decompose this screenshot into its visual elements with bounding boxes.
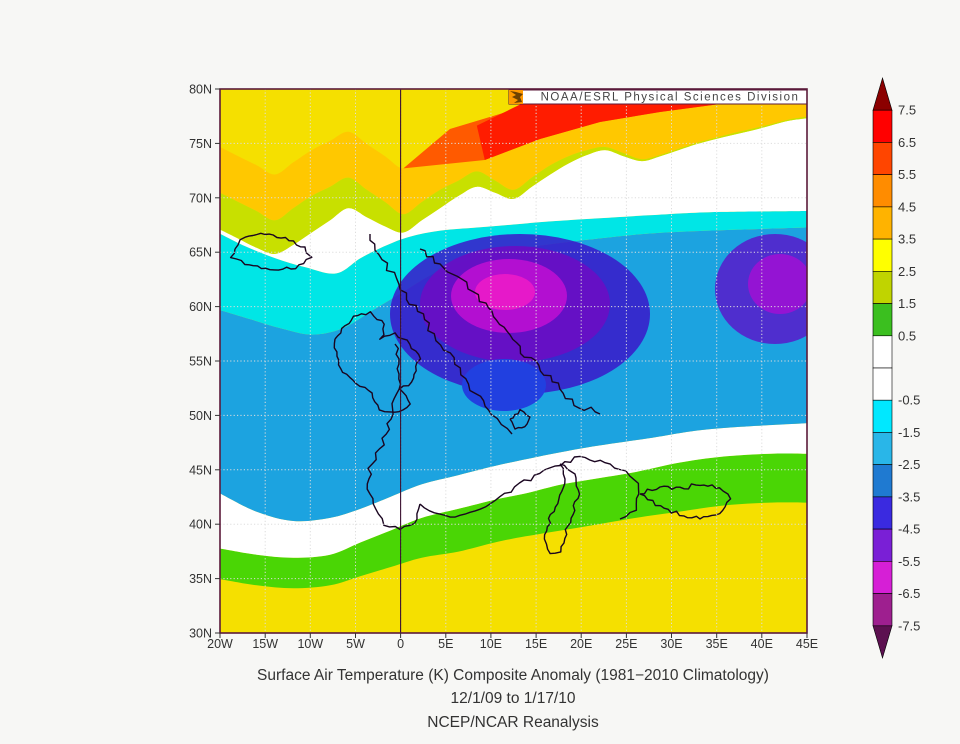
svg-text:12/1/09 to 1/17/10: 12/1/09 to 1/17/10	[451, 690, 576, 707]
svg-text:-0.5: -0.5	[898, 393, 920, 408]
svg-text:65N: 65N	[189, 246, 212, 260]
svg-text:-4.5: -4.5	[898, 522, 920, 537]
svg-text:30N: 30N	[189, 627, 212, 641]
svg-text:35E: 35E	[706, 637, 728, 651]
svg-text:60N: 60N	[189, 300, 212, 314]
svg-text:80N: 80N	[189, 83, 212, 97]
svg-text:Surface Air Temperature (K): Surface Air Temperature (K) Composite An…	[257, 667, 769, 684]
svg-text:35N: 35N	[189, 572, 212, 586]
svg-text:NCEP/NCAR Reanalysis: NCEP/NCAR Reanalysis	[427, 714, 599, 731]
svg-text:2.5: 2.5	[898, 264, 916, 279]
svg-text:-7.5: -7.5	[898, 618, 920, 633]
svg-text:0: 0	[397, 637, 404, 651]
svg-text:5.5: 5.5	[898, 167, 916, 182]
svg-text:10W: 10W	[297, 637, 323, 651]
svg-text:-6.5: -6.5	[898, 586, 920, 601]
svg-text:-2.5: -2.5	[898, 457, 920, 472]
svg-text:50N: 50N	[189, 409, 212, 423]
svg-text:45N: 45N	[189, 463, 212, 477]
svg-text:15W: 15W	[252, 637, 278, 651]
svg-text:1.5: 1.5	[898, 296, 916, 311]
svg-text:-1.5: -1.5	[898, 425, 920, 440]
svg-text:25E: 25E	[615, 637, 637, 651]
svg-text:-3.5: -3.5	[898, 489, 920, 504]
svg-text:15E: 15E	[525, 637, 547, 651]
svg-text:40N: 40N	[189, 518, 212, 532]
svg-text:10E: 10E	[480, 637, 502, 651]
svg-text:NOAA/ESRL Physical Sciences: NOAA/ESRL Physical Sciences Division	[541, 92, 800, 104]
svg-text:30E: 30E	[660, 637, 682, 651]
svg-text:45E: 45E	[796, 637, 818, 651]
svg-text:5E: 5E	[438, 637, 453, 651]
svg-text:4.5: 4.5	[898, 199, 916, 214]
svg-text:7.5: 7.5	[898, 103, 916, 118]
svg-text:20E: 20E	[570, 637, 592, 651]
svg-text:6.5: 6.5	[898, 135, 916, 150]
svg-text:0.5: 0.5	[898, 328, 916, 343]
svg-text:5W: 5W	[346, 637, 365, 651]
svg-text:3.5: 3.5	[898, 232, 916, 247]
svg-text:75N: 75N	[189, 137, 212, 151]
svg-text:-5.5: -5.5	[898, 554, 920, 569]
svg-text:40E: 40E	[751, 637, 773, 651]
svg-text:55N: 55N	[189, 355, 212, 369]
svg-text:70N: 70N	[189, 191, 212, 205]
